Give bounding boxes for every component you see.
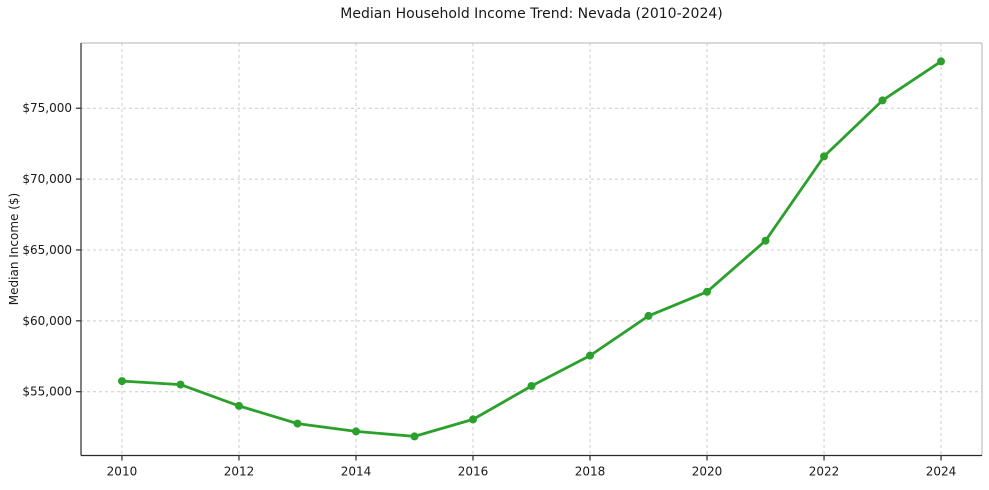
data-point-marker [937,57,945,66]
x-tick-label: 2016 [458,465,489,479]
data-point-marker [118,377,126,386]
data-point-marker [878,96,887,105]
data-point-marker [176,380,185,389]
data-point-marker [469,415,477,424]
data-point-marker [527,382,536,390]
data-point-marker [703,287,711,296]
y-tick-label: $65,000 [22,243,72,257]
data-point-marker [761,236,770,245]
x-tick-label: 2018 [575,465,606,479]
data-point-marker [644,311,653,320]
y-tick-label: $70,000 [22,172,72,186]
data-point-marker [293,419,302,428]
x-tick-label: 2012 [224,465,255,479]
y-tick-label: $75,000 [22,101,72,115]
x-tick-label: 2014 [341,465,372,479]
x-tick-label: 2022 [809,465,840,479]
x-tick-label: 2024 [926,465,957,479]
x-tick-label: 2020 [692,465,723,479]
data-point-marker [235,401,243,410]
data-point-marker [410,432,419,441]
chart-title: Median Household Income Trend: Nevada (2… [340,6,723,22]
x-tick-label: 2010 [107,465,138,479]
data-point-marker [820,152,828,161]
data-point-marker [352,427,360,436]
plot-area-background [81,43,982,456]
y-tick-label: $60,000 [22,314,72,328]
data-point-marker [586,351,594,360]
y-tick-label: $55,000 [22,385,72,399]
